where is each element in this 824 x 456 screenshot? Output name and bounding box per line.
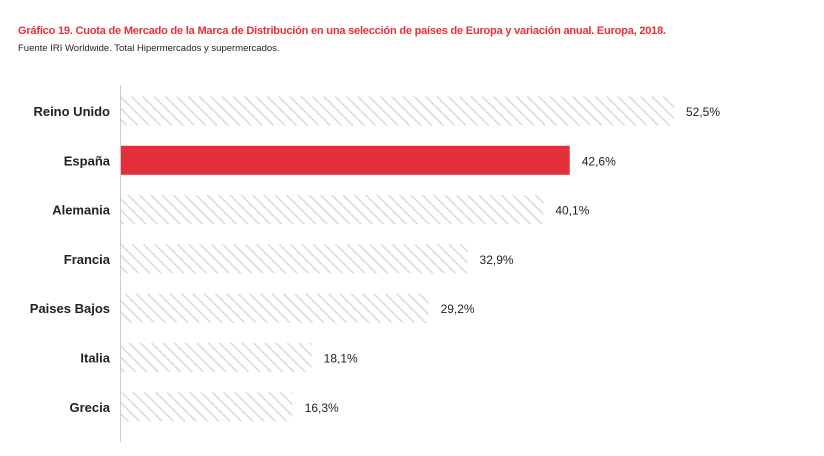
chart-title: Gráfico 19. Cuota de Mercado de la Marca… — [18, 25, 666, 37]
bar-3 — [121, 244, 468, 274]
value-label: 16,3% — [305, 401, 339, 415]
bar-2 — [121, 195, 544, 225]
value-label: 42,6% — [582, 154, 616, 168]
bar-4 — [121, 293, 429, 323]
category-label: Grecia — [70, 400, 111, 415]
value-label: 18,1% — [324, 352, 358, 366]
category-label: Alemania — [52, 203, 111, 218]
category-label: España — [64, 153, 111, 168]
bar-6 — [121, 392, 293, 422]
category-label: Paises Bajos — [30, 301, 110, 316]
value-label: 29,2% — [441, 302, 475, 316]
category-label: Francia — [64, 252, 111, 267]
chart-subtitle: Fuente IRI Worldwide. Total Hipermercado… — [18, 43, 280, 54]
bar-0 — [121, 96, 674, 126]
category-label: Reino Unido — [33, 104, 110, 119]
value-label: 52,5% — [686, 105, 720, 119]
value-label: 32,9% — [480, 253, 514, 267]
category-label: Italia — [80, 351, 110, 366]
value-label: 40,1% — [555, 204, 589, 218]
bar-5 — [121, 343, 312, 372]
bar-1 — [121, 145, 570, 175]
